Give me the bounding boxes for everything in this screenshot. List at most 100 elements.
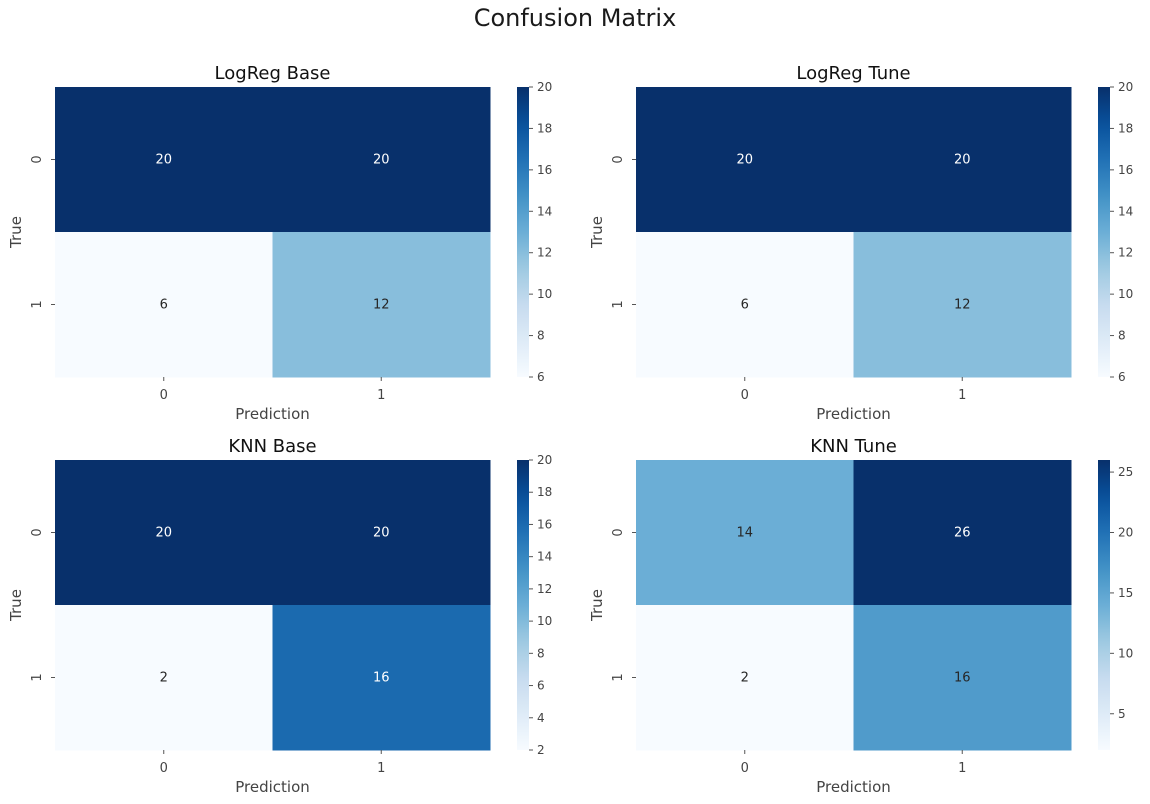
cell-value-label: 2 <box>160 671 168 686</box>
cell-value-label: 20 <box>155 526 172 541</box>
y-axis-label: True <box>7 216 25 249</box>
heatmap-cell <box>55 87 273 233</box>
cell-value-label: 6 <box>160 298 168 313</box>
cell-value-label: 26 <box>954 526 971 541</box>
cell-value-label: 2 <box>741 671 749 686</box>
y-tick-label: 1 <box>30 673 45 681</box>
colorbar-tick-label: 2 <box>537 743 545 757</box>
colorbar-tick-label: 5 <box>1118 707 1126 721</box>
heatmap-cell <box>55 605 273 751</box>
subplot-title: LogReg Base <box>215 63 331 84</box>
colorbar-tick-label: 16 <box>537 517 552 531</box>
x-axis-label: Prediction <box>235 778 310 796</box>
y-tick-label: 0 <box>611 155 626 163</box>
y-axis-label: True <box>588 589 606 622</box>
colorbar-tick-label: 15 <box>1118 586 1133 600</box>
cell-value-label: 16 <box>954 671 971 686</box>
colorbar-tick-label: 16 <box>537 163 552 177</box>
x-tick-label: 1 <box>958 388 966 403</box>
x-tick-label: 0 <box>741 388 749 403</box>
x-tick-label: 0 <box>160 388 168 403</box>
colorbar-tick-label: 16 <box>1118 163 1133 177</box>
heatmap-cell <box>55 232 273 378</box>
x-tick-label: 1 <box>377 761 385 776</box>
x-tick-label: 0 <box>741 761 749 776</box>
colorbar-tick-label: 12 <box>537 582 552 596</box>
cell-value-label: 12 <box>954 298 971 313</box>
colorbar-tick-label: 6 <box>1118 370 1126 384</box>
figure-title: Confusion Matrix <box>473 4 677 32</box>
colorbar-tick-label: 18 <box>537 121 552 135</box>
colorbar-tick-label: 14 <box>537 204 552 218</box>
colorbar-tick-label: 10 <box>537 287 552 301</box>
heatmap-cell <box>55 460 273 606</box>
heatmap-cell <box>272 232 491 378</box>
colorbar-tick-label: 8 <box>1118 329 1126 343</box>
colorbar-tick-label: 18 <box>1118 121 1133 135</box>
x-axis-label: Prediction <box>235 405 310 423</box>
cell-value-label: 14 <box>736 526 753 541</box>
colorbar-tick-label: 14 <box>537 550 552 564</box>
colorbar-tick-label: 10 <box>537 614 552 628</box>
subplot-3: KNN Base 20 20 2 16 0 1 Prediction 0 1 True 2 4 6 8 10 1… <box>7 436 552 796</box>
colorbar-tick-label: 18 <box>537 485 552 499</box>
y-axis-label: True <box>7 589 25 622</box>
x-tick-label: 1 <box>958 761 966 776</box>
cell-value-label: 16 <box>373 671 390 686</box>
y-tick-label: 0 <box>30 155 45 163</box>
y-tick-label: 0 <box>30 528 45 536</box>
subplot-1: LogReg Base 20 20 6 12 0 1 Prediction 0 1 True 6 8 10… <box>7 63 552 423</box>
subplot-2: LogReg Tune 20 20 6 12 0 1 Prediction 0 1 True 6 8 10… <box>588 63 1133 423</box>
colorbar-tick-label: 25 <box>1118 465 1133 479</box>
colorbar <box>1098 87 1110 377</box>
cell-value-label: 20 <box>373 153 390 168</box>
heatmap-cell <box>636 460 854 606</box>
colorbar-tick-label: 8 <box>537 329 545 343</box>
heatmap-cell <box>853 232 1072 378</box>
colorbar-tick-label: 6 <box>537 679 545 693</box>
subplot-title: KNN Base <box>228 436 316 457</box>
heatmap-cell <box>636 232 854 378</box>
y-tick-label: 1 <box>611 300 626 308</box>
heatmap-cell <box>272 605 491 751</box>
colorbar-tick-label: 10 <box>1118 646 1133 660</box>
heatmap-cell <box>272 87 491 233</box>
colorbar-tick-label: 20 <box>537 453 552 467</box>
colorbar-tick-label: 20 <box>1118 526 1133 540</box>
colorbar-tick-label: 8 <box>537 646 545 660</box>
colorbar-tick-label: 12 <box>1118 246 1133 260</box>
x-tick-label: 1 <box>377 388 385 403</box>
cell-value-label: 12 <box>373 298 390 313</box>
colorbar-tick-label: 4 <box>537 711 545 725</box>
subplot-4: KNN Tune 14 26 2 16 0 1 Prediction 0 1 True 5 10 15 20… <box>588 436 1133 796</box>
heatmap-cell <box>636 605 854 751</box>
subplot-title: LogReg Tune <box>796 63 910 84</box>
y-axis-label: True <box>588 216 606 249</box>
heatmap-cell <box>272 460 491 606</box>
subplot-title: KNN Tune <box>810 436 897 457</box>
heatmap-cell <box>853 460 1072 606</box>
heatmap-cell <box>853 605 1072 751</box>
cell-value-label: 6 <box>741 298 749 313</box>
colorbar-tick-label: 10 <box>1118 287 1133 301</box>
colorbar-tick-label: 12 <box>537 246 552 260</box>
y-tick-label: 0 <box>611 528 626 536</box>
colorbar <box>1098 460 1110 750</box>
colorbar-tick-label: 20 <box>537 80 552 94</box>
cell-value-label: 20 <box>155 153 172 168</box>
heatmap-cell <box>853 87 1072 233</box>
x-axis-label: Prediction <box>816 405 891 423</box>
x-tick-label: 0 <box>160 761 168 776</box>
cell-value-label: 20 <box>373 526 390 541</box>
colorbar-tick-label: 14 <box>1118 204 1133 218</box>
colorbar-tick-label: 20 <box>1118 80 1133 94</box>
y-tick-label: 1 <box>30 300 45 308</box>
y-tick-label: 1 <box>611 673 626 681</box>
colorbar-tick-label: 6 <box>537 370 545 384</box>
cell-value-label: 20 <box>736 153 753 168</box>
heatmap-cell <box>636 87 854 233</box>
colorbar <box>517 460 529 750</box>
cell-value-label: 20 <box>954 153 971 168</box>
